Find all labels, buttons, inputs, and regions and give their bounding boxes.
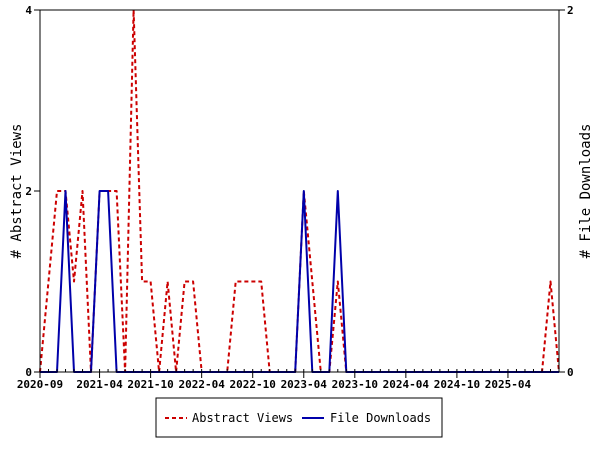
x-tick-label: 2023-04	[281, 378, 328, 391]
legend-label-file-downloads: File Downloads	[330, 411, 431, 425]
y-left-tick-label: 0	[25, 366, 32, 379]
x-tick-label: 2023-10	[332, 378, 378, 391]
plot-frame	[39, 9, 560, 373]
right-y-axis-title: # File Downloads	[578, 124, 594, 259]
legend-box	[155, 397, 443, 438]
x-tick-label: 2024-04	[383, 378, 430, 391]
x-tick-label: 2021-10	[127, 378, 173, 391]
y-right-tick-label: 0	[567, 366, 574, 379]
x-tick-label: 2020-09	[17, 378, 63, 391]
x-tick-label: 2024-10	[434, 378, 480, 391]
x-tick-label: 2025-04	[485, 378, 532, 391]
legend-label-abstract-views: Abstract Views	[192, 411, 293, 425]
y-left-tick-label: 4	[25, 4, 32, 17]
x-tick-label: 2022-04	[178, 378, 225, 391]
x-tick-label: 2022-10	[230, 378, 276, 391]
series-line-abstract-views	[39, 9, 560, 373]
y-left-tick-label: 2	[25, 185, 32, 198]
legend: Abstract Views File Downloads	[155, 397, 443, 438]
x-tick-label: 2021-04	[76, 378, 123, 391]
left-y-axis-title: # Abstract Views	[9, 124, 25, 259]
y-right-tick-label: 2	[567, 4, 574, 17]
